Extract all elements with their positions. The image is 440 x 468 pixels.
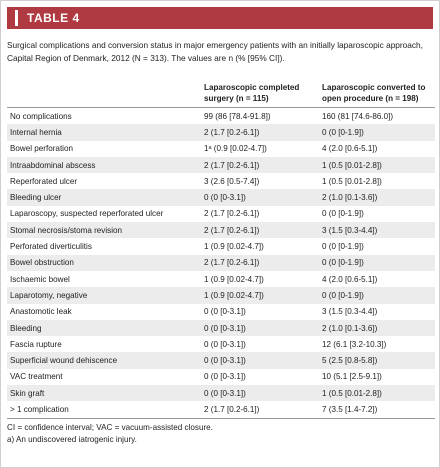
row-label: Intraabdominal abscess (7, 156, 201, 174)
row-label: Fascia rupture (10, 339, 62, 349)
column-header: Laparoscopic converted to open procedure… (319, 81, 435, 108)
cell: 1 (0.9 [0.02-4.7]) (204, 242, 264, 252)
cell: 3 (2.6 [0.5-7.4]) (204, 176, 260, 186)
cell: 0 (0 [0-1.9]) (319, 287, 435, 304)
row-label: No complications (10, 111, 72, 121)
header-icon (15, 10, 18, 26)
cell: 2 (1.7 [0.2-6.1]) (201, 222, 319, 239)
cell: 1 (0.9 [0.02-4.7]) (201, 287, 319, 304)
cell: 10 (5.1 [2.5-9.1]) (322, 372, 382, 382)
data-table: Laparoscopic completed surgery (n = 115)… (7, 81, 435, 419)
table-row: Ischaemic bowel 1 (0.9 [0.02-4.7]) 4 (2.0 … (7, 271, 435, 287)
row-label: Laparoscopy, suspected reperforated ulce… (10, 209, 164, 219)
cell: 160 (81 [74.6-86.0]) (322, 111, 394, 121)
cell: 0 (0 [0-3.1]) (204, 339, 246, 349)
cell: 4 (2.0 [0.6-5.1]) (322, 274, 378, 284)
cell: 0 (0 [0-3.1]) (201, 319, 319, 337)
cell: 2 (1.7 [0.2-6.1]) (204, 209, 260, 219)
cell: 7 (3.5 [1.4-7.2]) (319, 401, 435, 419)
table-row: Internal hernia 2 (1.7 [0.2-6.1]) 0 (0 [0-… (7, 124, 435, 141)
table-row: Intraabdominal abscess 2 (1.7 [0.2-6.1]) 1… (7, 156, 435, 174)
cell: 3 (1.5 [0.3-4.4]) (322, 307, 378, 317)
cell: 0 (0 [0-3.1]) (204, 372, 246, 382)
table-body: No complications 99 (86 [78.4-91.8]) 160 (… (7, 108, 435, 419)
row-label: Superficial wound dehiscence (7, 352, 201, 369)
row-label: Laparotomy, negative (7, 287, 201, 304)
row-label: Bleeding (7, 319, 201, 337)
cell: 99 (86 [78.4-91.8]) (204, 111, 271, 121)
row-label: Perforated diverticulitis (10, 242, 92, 252)
table-row: > 1 complication 2 (1.7 [0.2-6.1]) 7 (3.5 … (7, 401, 435, 419)
row-label: > 1 complication (7, 401, 201, 419)
cell: 0 (0 [0-3.1]) (201, 352, 319, 369)
table-row: Anastomotic leak 0 (0 [0-3.1]) 3 (1.5 [0.3… (7, 304, 435, 320)
footnote: a) An undiscovered iatrogenic injury. (7, 435, 137, 444)
row-label: Ischaemic bowel (10, 274, 70, 284)
row-label: Anastomotic leak (10, 307, 72, 317)
cell: 0 (0 [0-3.1]) (201, 189, 319, 206)
row-label: Reperforated ulcer (10, 176, 78, 186)
cell: 0 (0 [0-1.9]) (319, 254, 435, 271)
table-row: Bowel obstruction 2 (1.7 [0.2-6.1]) 0 (0 [… (7, 254, 435, 271)
cell: 2 (1.7 [0.2-6.1]) (201, 124, 319, 141)
table-row: Skin graft 0 (0 [0-3.1]) 1 (0.5 [0.01-2.8]… (7, 385, 435, 402)
table-row: Perforated diverticulitis 1 (0.9 [0.02-4.… (7, 238, 435, 254)
cell: 5 (2.5 [0.8-5.8]) (319, 352, 435, 369)
cell: 12 (6.1 [3.2-10.3]) (322, 339, 387, 349)
cell: 0 (0 [0-3.1]) (201, 385, 319, 402)
cell: 2 (1.7 [0.2-6.1]) (201, 254, 319, 271)
cell: 2 (1.7 [0.2-6.1]) (201, 156, 319, 174)
cell: 1 (0.5 [0.01-2.8]) (319, 156, 435, 174)
table-label: TABLE 4 (27, 11, 80, 25)
cell: 0 (0 [0-1.9]) (319, 124, 435, 141)
footnotes: CI = confidence interval; VAC = vacuum-a… (7, 422, 435, 446)
column-header (7, 81, 201, 108)
table-row: Fascia rupture 0 (0 [0-3.1]) 12 (6.1 [3.2-… (7, 336, 435, 352)
footnote: CI = confidence interval; VAC = vacuum-a… (7, 423, 213, 432)
table-row: Bleeding 0 (0 [0-3.1]) 2 (1.0 [0.1-3.6]) (7, 319, 435, 337)
cell: 1ᵃ (0.9 [0.02-4.7]) (204, 144, 267, 154)
column-header: Laparoscopic completed surgery (n = 115) (201, 81, 319, 108)
header-row: Laparoscopic completed surgery (n = 115)… (7, 81, 435, 108)
table-row: Bleeding ulcer 0 (0 [0-3.1]) 2 (1.0 [0.1-3… (7, 189, 435, 206)
row-label: Internal hernia (7, 124, 201, 141)
cell: 2 (1.0 [0.1-3.6]) (319, 189, 435, 206)
cell: 0 (0 [0-1.9]) (322, 209, 364, 219)
table-row: Bowel perforation 1ᵃ (0.9 [0.02-4.7]) 4 (2… (7, 141, 435, 157)
cell: 1 (0.5 [0.01-2.8]) (319, 385, 435, 402)
cell: 0 (0 [0-1.9]) (322, 242, 364, 252)
table-row: Laparotomy, negative 1 (0.9 [0.02-4.7]) 0 … (7, 287, 435, 304)
caption: Surgical complications and conversion st… (7, 40, 423, 63)
cell: 2 (1.0 [0.1-3.6]) (319, 319, 435, 337)
row-label: Stomal necrosis/stoma revision (7, 222, 201, 239)
cell: 1 (0.5 [0.01-2.8]) (322, 176, 382, 186)
header-band: TABLE 4 (7, 7, 433, 29)
table-row: Reperforated ulcer 3 (2.6 [0.5-7.4]) 1 (0.… (7, 173, 435, 189)
row-label: Bowel obstruction (7, 254, 201, 271)
row-label: Skin graft (7, 385, 201, 402)
table-row: Superficial wound dehiscence 0 (0 [0-3.1]… (7, 352, 435, 369)
row-label: VAC treatment (10, 372, 63, 382)
cell: 2 (1.7 [0.2-6.1]) (201, 401, 319, 419)
cell: 1 (0.9 [0.02-4.7]) (204, 274, 264, 284)
cell: 3 (1.5 [0.3-4.4]) (319, 222, 435, 239)
table-row: VAC treatment 0 (0 [0-3.1]) 10 (5.1 [2.5-9… (7, 369, 435, 385)
row-label: Bowel perforation (10, 144, 73, 154)
cell: 4 (2.0 [0.6-5.1]) (322, 144, 378, 154)
table-row: Laparoscopy, suspected reperforated ulce… (7, 206, 435, 222)
cell: 0 (0 [0-3.1]) (204, 307, 246, 317)
table-row: No complications 99 (86 [78.4-91.8]) 160 (… (7, 108, 435, 125)
row-label: Bleeding ulcer (7, 189, 201, 206)
table-row: Stomal necrosis/stoma revision 2 (1.7 [0.… (7, 222, 435, 239)
